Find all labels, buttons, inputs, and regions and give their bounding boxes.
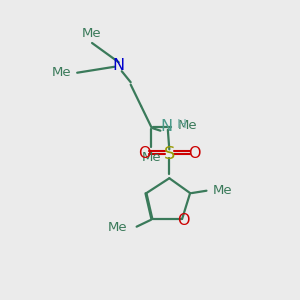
Text: N: N [160,119,172,134]
Text: O: O [138,146,150,161]
Text: Me: Me [52,66,71,79]
Text: Me: Me [178,119,198,132]
Text: N: N [113,58,125,73]
Text: O: O [188,146,201,161]
Text: Me: Me [212,184,232,197]
Text: Me: Me [142,152,161,164]
Text: Me: Me [108,221,128,234]
Text: O: O [177,213,190,228]
Text: H: H [177,118,187,131]
Text: Me: Me [82,27,102,40]
Text: S: S [164,145,175,163]
